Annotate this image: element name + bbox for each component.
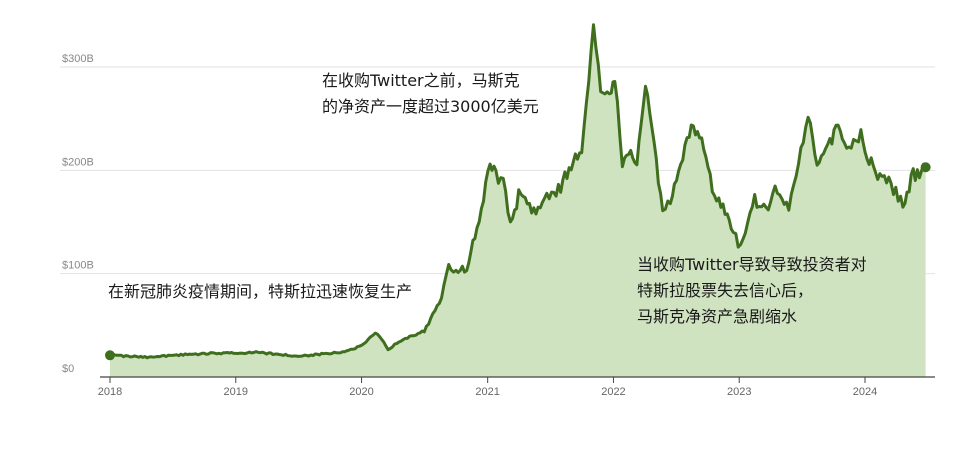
annotation-peak-line: 在收购Twitter之前，马斯克 [322,71,520,90]
y-tick-label: $300B [62,53,94,65]
net-worth-line [109,23,927,360]
x-tick-label: 2022 [601,386,625,398]
annotation-decline-line: 当收购Twitter导致导致投资者对 [637,255,867,274]
x-tick-label: 2018 [98,386,122,398]
y-tick-label: $200B [62,156,94,168]
x-axis-ticks: 2018 2019 2020 2021 2022 2023 2024 [98,377,877,398]
x-tick-label: 2021 [475,386,499,398]
series-start-point [105,350,115,361]
annotation-peak-line: 的净资产一度超过3000亿美元 [322,97,539,116]
series-end-point [920,162,931,173]
annotations: 在收购Twitter之前，马斯克的净资产一度超过3000亿美元在新冠肺炎疫情期间… [108,71,867,326]
y-tick-label: $0 [62,363,74,375]
y-tick-label: $100B [62,260,94,272]
x-tick-label: 2023 [727,386,751,398]
x-tick-label: 2020 [349,386,373,398]
annotation-decline-line: 马斯克净资产急剧缩水 [637,307,797,326]
y-axis-tick-labels: $0 $100B $200B $300B [62,53,94,375]
x-tick-label: 2024 [853,386,877,398]
annotation-decline-line: 特斯拉股票失去信心后， [637,281,813,300]
x-tick-label: 2019 [224,386,248,398]
annotation-covid-line: 在新冠肺炎疫情期间，特斯拉迅速恢复生产 [108,282,412,301]
